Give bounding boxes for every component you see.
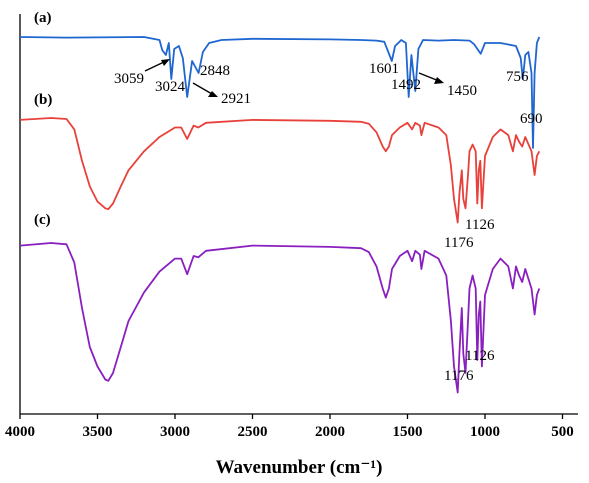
peak-label-c-1126: 1126 [465,348,495,364]
peak-label-a-3059: 3059 [114,71,144,87]
x-tick-label: 4000 [5,424,35,440]
peak-label-a-3024: 3024 [155,79,186,95]
x-tick-layer: 4000 3500 3000 2500 2000 1500 1000 500 [5,414,574,440]
peak-label-a-1492: 1492 [391,77,421,93]
panel-label-layer: (a) (b) (c) [34,10,52,228]
spectrum-line-c [19,242,541,394]
annotation-layer: 3059 3024 2848 2921 1601 1492 1450 756 6… [114,59,543,384]
arrow-2921-head [208,91,218,97]
peak-label-a-1450: 1450 [447,83,477,99]
series-layer [19,36,541,394]
peak-label-c-1176: 1176 [444,368,474,384]
x-tick-label: 2000 [315,424,345,440]
panel-label-b: (b) [34,92,52,108]
panel-label-c: (c) [34,212,51,228]
x-tick-label: 2500 [238,424,268,440]
arrow-1450-head [434,77,444,84]
x-tick-label: 500 [551,424,574,440]
arrow-3059-head [161,59,170,66]
spectrum-line-a [19,36,541,149]
spectrum-line-b [19,117,541,224]
peak-label-a-2921: 2921 [221,91,251,107]
x-tick-label: 3500 [83,424,113,440]
x-axis-title: Wavenumber (cm⁻¹) [216,457,383,478]
panel-label-a: (a) [34,10,52,26]
x-tick-label: 1500 [393,424,423,440]
arrow-2921 [192,82,213,95]
peak-label-a-1601: 1601 [369,61,399,77]
peak-label-b-1176: 1176 [444,235,474,251]
peak-label-a-756: 756 [506,69,529,85]
peak-label-a-690: 690 [520,111,543,127]
x-tick-label: 3000 [160,424,190,440]
peak-label-b-1126: 1126 [465,217,495,233]
x-tick-label: 1000 [470,424,500,440]
peak-label-a-2848: 2848 [200,63,230,79]
arrow-1450 [418,72,440,82]
